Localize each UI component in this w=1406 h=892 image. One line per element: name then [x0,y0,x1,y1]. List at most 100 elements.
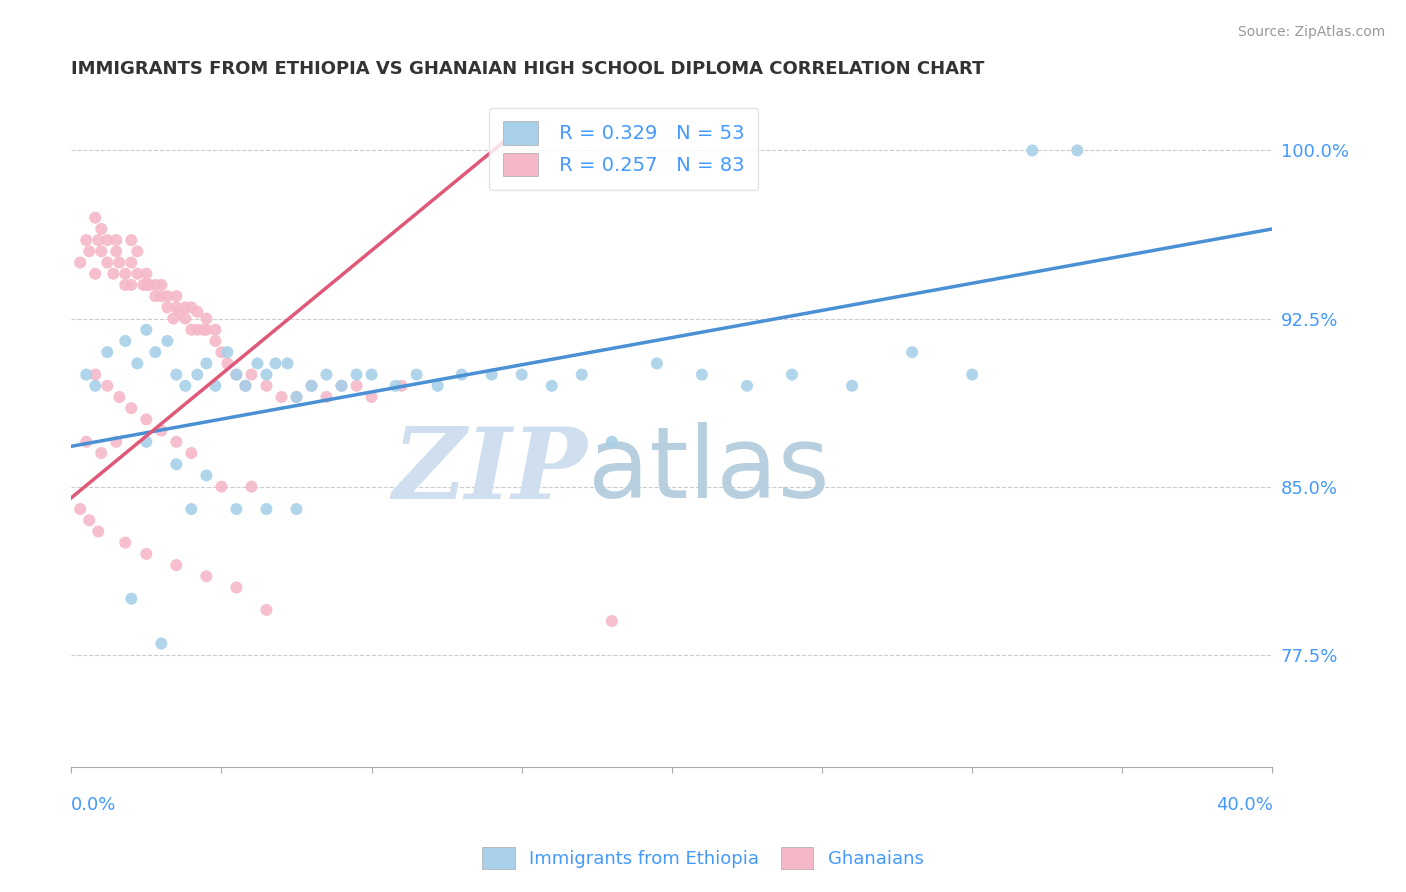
Point [150,289,173,303]
Point [84,379,107,393]
Point [87,524,110,539]
Point [162,311,184,326]
Point [135,547,157,561]
Point [209,480,232,494]
Point [510,368,533,382]
Point [143,289,166,303]
Point [841,379,863,393]
Point [150,636,173,650]
Point [120,255,142,269]
Point [276,356,298,370]
Point [186,305,208,319]
Point [127,267,149,281]
Point [315,390,337,404]
Point [391,379,413,393]
Point [96,233,118,247]
Point [174,379,197,393]
Point [186,323,208,337]
Point [540,379,562,393]
Point [285,390,308,404]
Point [69,255,91,269]
Point [77,244,100,259]
Point [75,368,97,382]
Point [156,334,179,348]
Point [195,468,218,483]
Point [240,368,263,382]
Point [217,356,239,370]
Text: atlas: atlas [588,423,830,519]
Point [165,434,187,449]
Point [270,390,292,404]
Point [346,368,368,382]
Point [165,301,187,315]
Point [180,502,202,516]
Text: Source: ZipAtlas.com: Source: ZipAtlas.com [1237,25,1385,39]
Point [209,345,232,359]
Point [84,368,107,382]
Point [450,368,472,382]
Point [360,368,382,382]
Point [96,345,118,359]
Point [360,390,382,404]
Point [426,379,449,393]
Point [96,255,118,269]
Point [114,277,136,292]
Point [645,356,668,370]
Point [127,244,149,259]
Point [103,267,125,281]
Point [330,379,353,393]
Point [690,368,713,382]
Point [285,502,308,516]
Point [96,379,118,393]
Point [120,401,142,416]
Point [285,390,308,404]
Point [600,614,623,628]
Point [264,356,287,370]
Point [240,480,263,494]
Point [108,255,131,269]
Point [186,368,208,382]
Point [120,233,142,247]
Legend: Immigrants from Ethiopia, Ghanaians: Immigrants from Ethiopia, Ghanaians [474,838,932,879]
Point [204,334,226,348]
Point [174,311,197,326]
Point [571,368,593,382]
Point [384,379,406,393]
Point [135,277,157,292]
Point [135,412,157,426]
Point [180,446,202,460]
Point [90,244,112,259]
Point [235,379,257,393]
Point [481,368,503,382]
Point [114,267,136,281]
Point [165,558,187,573]
Text: 40.0%: 40.0% [1216,796,1272,814]
Point [315,368,337,382]
Point [256,603,278,617]
Point [235,379,257,393]
Point [780,368,803,382]
Point [156,289,179,303]
Point [90,222,112,236]
Point [405,368,427,382]
Point [105,244,128,259]
Point [735,379,758,393]
Point [195,311,218,326]
Point [600,434,623,449]
Point [75,434,97,449]
Point [225,368,247,382]
Point [180,323,202,337]
Point [204,379,226,393]
Point [69,502,91,516]
Point [135,434,157,449]
Point [138,277,160,292]
Point [84,211,107,225]
Point [256,368,278,382]
Point [105,233,128,247]
Point [960,368,983,382]
Point [150,277,173,292]
Point [165,289,187,303]
Point [114,334,136,348]
Point [174,301,197,315]
Point [217,345,239,359]
